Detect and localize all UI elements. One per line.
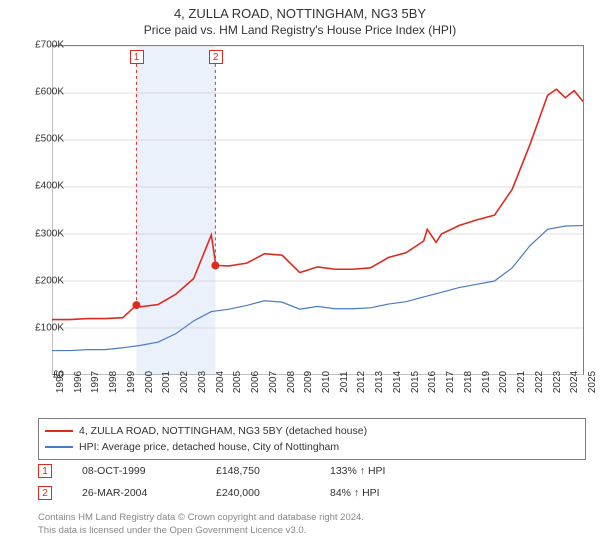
event-row-1: 1 08-OCT-1999 £148,750 133% ↑ HPI — [38, 460, 586, 482]
x-tick-label: 1998 — [108, 371, 119, 393]
x-tick-label: 2019 — [481, 371, 492, 393]
y-tick-label: £300K — [35, 228, 64, 239]
x-tick-label: 2020 — [498, 371, 509, 393]
x-tick-label: 2001 — [161, 371, 172, 393]
chart-area: 12 — [52, 45, 584, 375]
x-tick-label: 2006 — [250, 371, 261, 393]
y-tick-label: £100K — [35, 322, 64, 333]
x-tick-label: 2000 — [144, 371, 155, 393]
chart-title: 4, ZULLA ROAD, NOTTINGHAM, NG3 5BY — [0, 6, 600, 21]
x-tick-label: 2018 — [463, 371, 474, 393]
legend-swatch-hpi — [45, 446, 73, 447]
legend: 4, ZULLA ROAD, NOTTINGHAM, NG3 5BY (deta… — [38, 418, 586, 460]
y-tick-label: £500K — [35, 134, 64, 145]
x-tick-label: 2002 — [179, 371, 190, 393]
chart-svg — [52, 46, 583, 375]
legend-label-hpi: HPI: Average price, detached house, City… — [79, 441, 339, 453]
legend-item-hpi: HPI: Average price, detached house, City… — [45, 439, 579, 455]
legend-swatch-property — [45, 430, 73, 432]
y-tick-label: £700K — [35, 40, 64, 51]
x-tick-label: 2015 — [410, 371, 421, 393]
legend-item-property: 4, ZULLA ROAD, NOTTINGHAM, NG3 5BY (deta… — [45, 423, 579, 439]
x-tick-label: 1995 — [55, 371, 66, 393]
chart-event-marker-2: 2 — [209, 50, 223, 64]
event-row-2: 2 26-MAR-2004 £240,000 84% ↑ HPI — [38, 482, 586, 504]
x-tick-label: 2014 — [392, 371, 403, 393]
x-tick-label: 2005 — [232, 371, 243, 393]
x-tick-label: 2023 — [552, 371, 563, 393]
y-tick-label: £200K — [35, 275, 64, 286]
y-tick-label: £400K — [35, 181, 64, 192]
x-tick-label: 2017 — [445, 371, 456, 393]
title-block: 4, ZULLA ROAD, NOTTINGHAM, NG3 5BY Price… — [0, 0, 600, 39]
event-price-2: £240,000 — [216, 487, 306, 499]
x-tick-label: 2009 — [303, 371, 314, 393]
footer-line-1: Contains HM Land Registry data © Crown c… — [38, 512, 364, 525]
x-tick-label: 1997 — [90, 371, 101, 393]
x-tick-label: 2007 — [268, 371, 279, 393]
footer-line-2: This data is licensed under the Open Gov… — [38, 525, 364, 538]
x-tick-label: 2003 — [197, 371, 208, 393]
x-tick-label: 1999 — [126, 371, 137, 393]
x-tick-label: 2022 — [534, 371, 545, 393]
event-marker-2: 2 — [38, 486, 52, 500]
events-table: 1 08-OCT-1999 £148,750 133% ↑ HPI 2 26-M… — [38, 460, 586, 504]
event-date-2: 26-MAR-2004 — [82, 487, 192, 499]
chart-event-marker-1: 1 — [130, 50, 144, 64]
x-tick-label: 2010 — [321, 371, 332, 393]
x-tick-label: 2016 — [427, 371, 438, 393]
x-tick-label: 2012 — [356, 371, 367, 393]
event-marker-1: 1 — [38, 464, 52, 478]
legend-label-property: 4, ZULLA ROAD, NOTTINGHAM, NG3 5BY (deta… — [79, 425, 367, 437]
x-tick-label: 2024 — [569, 371, 580, 393]
chart-subtitle: Price paid vs. HM Land Registry's House … — [0, 23, 600, 37]
y-tick-label: £600K — [35, 87, 64, 98]
event-pct-2: 84% ↑ HPI — [330, 487, 440, 499]
x-tick-label: 2011 — [339, 371, 350, 393]
event-pct-1: 133% ↑ HPI — [330, 465, 440, 477]
x-tick-label: 2021 — [516, 371, 527, 393]
x-tick-label: 2013 — [374, 371, 385, 393]
x-tick-label: 1996 — [73, 371, 84, 393]
event-date-1: 08-OCT-1999 — [82, 465, 192, 477]
x-tick-label: 2008 — [286, 371, 297, 393]
chart-container: 4, ZULLA ROAD, NOTTINGHAM, NG3 5BY Price… — [0, 0, 600, 560]
footer: Contains HM Land Registry data © Crown c… — [38, 512, 364, 538]
event-price-1: £148,750 — [216, 465, 306, 477]
x-tick-label: 2004 — [215, 371, 226, 393]
x-tick-label: 2025 — [587, 371, 598, 393]
